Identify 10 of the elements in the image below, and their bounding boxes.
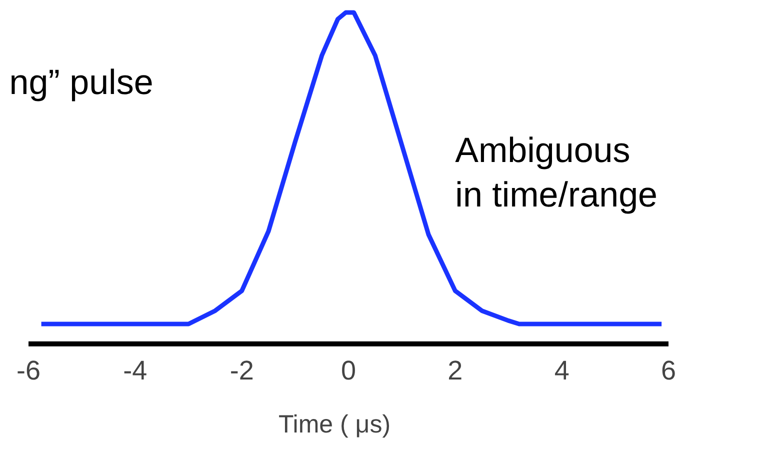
x-tick-label: 0 bbox=[340, 356, 356, 386]
x-axis-title: Time ( μs) bbox=[278, 410, 391, 438]
annotation: ng” pulse bbox=[9, 62, 154, 102]
x-tick-label: -6 bbox=[16, 356, 41, 386]
x-tick-label: 2 bbox=[448, 356, 463, 386]
x-tick-label: 4 bbox=[554, 356, 570, 386]
x-tick-label: 6 bbox=[660, 356, 676, 386]
x-tick-label: -2 bbox=[230, 356, 254, 386]
x-tick-label: -4 bbox=[123, 356, 148, 386]
annotation: Ambiguous in time/range bbox=[455, 130, 658, 215]
